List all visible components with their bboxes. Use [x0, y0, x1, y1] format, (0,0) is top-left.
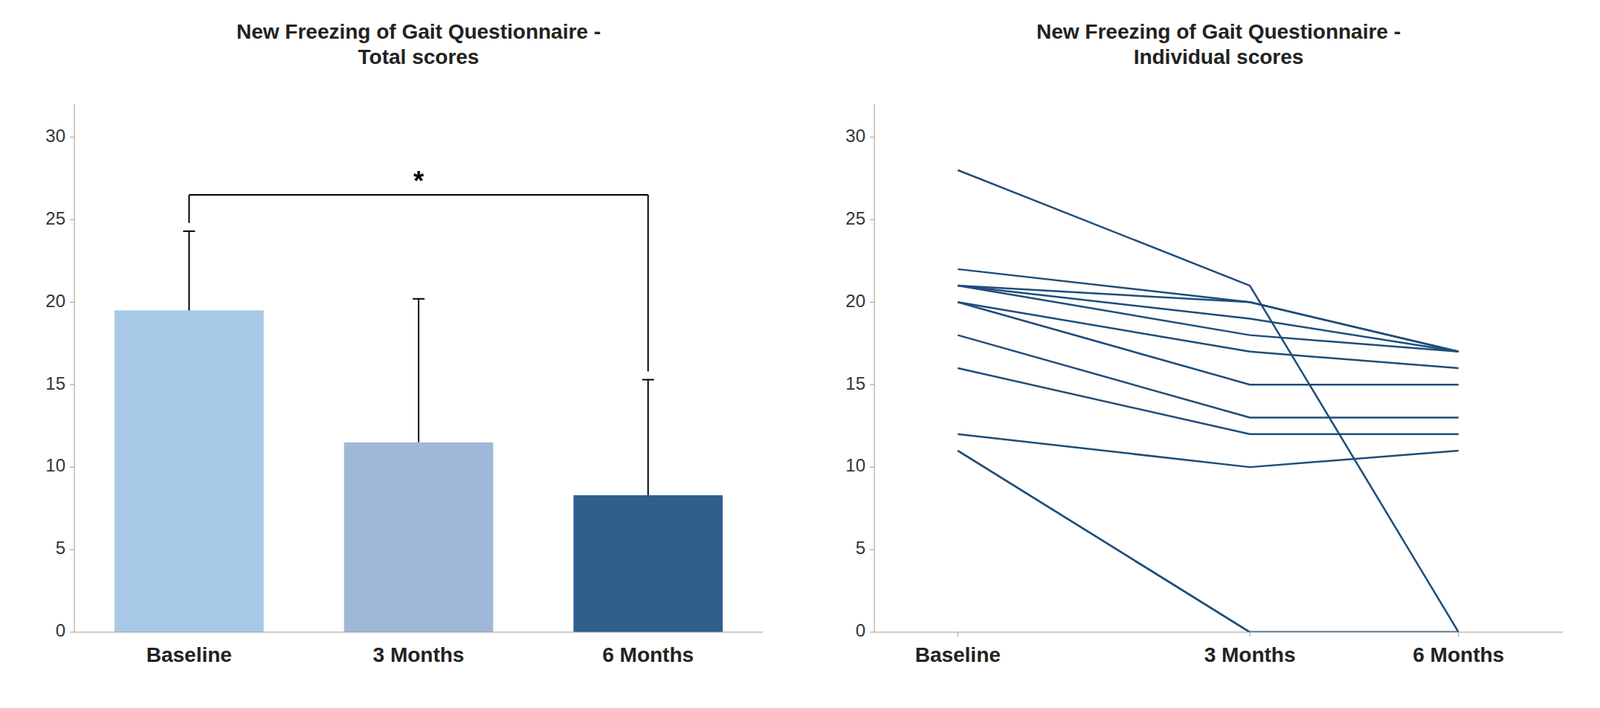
y-tick [869, 384, 875, 386]
y-tick-label: 0 [55, 620, 66, 641]
y-tick-label: 15 [45, 373, 66, 394]
bracket-right [647, 194, 650, 372]
title-line: New Freezing of Gait Questionnaire - [236, 20, 601, 44]
y-tick [69, 301, 75, 303]
plot-area [957, 170, 1458, 632]
y-tick-label: 25 [845, 208, 866, 229]
y-tick-label: 10 [845, 455, 866, 476]
x-tick [1457, 631, 1459, 637]
x-tick [1249, 631, 1251, 637]
individual-line [957, 434, 1458, 467]
significance-bracket: * [188, 165, 648, 372]
x-tick-label: Baseline [915, 643, 1001, 667]
error-cap [182, 230, 195, 232]
y-tick [69, 631, 75, 633]
individual-line [957, 285, 1458, 352]
y-tick-label: 20 [845, 290, 866, 311]
bracket-label: * [413, 165, 424, 197]
individual-line [957, 301, 1458, 369]
title-line: Individual scores [1133, 45, 1305, 69]
error-stem [417, 298, 420, 443]
x-axis: Baseline 3 Months 6 Months [74, 631, 763, 667]
error-cap [412, 298, 425, 300]
x-tick-label: 6 Months [1412, 643, 1505, 667]
x-axis-line [74, 631, 763, 633]
title: New Freezing of Gait Questionnaire -Indi… [1036, 20, 1401, 69]
plot-area [114, 231, 723, 632]
y-axis: 0 5 10 15 20 25 30 [845, 104, 875, 641]
individual-line [957, 170, 1458, 632]
title-line: New Freezing of Gait Questionnaire - [1036, 20, 1401, 44]
individual-line [957, 301, 1458, 385]
individual-line [957, 450, 1458, 632]
y-tick [69, 549, 75, 551]
x-tick [957, 631, 959, 637]
y-axis-line [74, 104, 76, 632]
y-tick-label: 5 [855, 537, 866, 558]
y-tick-label: 30 [45, 125, 66, 146]
x-tick-label: 3 Months [373, 643, 465, 667]
chart-panel: New Freezing of Gait Questionnaire -Tota… [45, 20, 763, 667]
y-tick [69, 219, 75, 221]
y-tick [869, 301, 875, 303]
bar [344, 442, 494, 632]
error-cap [642, 379, 655, 381]
y-tick-label: 25 [45, 208, 66, 229]
y-tick [869, 466, 875, 468]
y-tick-label: 30 [845, 125, 866, 146]
error-bar [412, 298, 425, 443]
y-tick [869, 219, 875, 221]
chart-panel: New Freezing of Gait Questionnaire -Indi… [845, 20, 1563, 667]
error-bar [182, 231, 195, 311]
x-tick-label: 6 Months [602, 643, 694, 667]
y-tick [69, 136, 75, 138]
y-tick [869, 549, 875, 551]
x-axis: Baseline 3 Months 6 Months [874, 631, 1563, 667]
error-bar [642, 379, 655, 496]
title: New Freezing of Gait Questionnaire -Tota… [236, 20, 601, 69]
individual-line [957, 285, 1458, 352]
bracket-left [188, 194, 190, 224]
bar [114, 310, 264, 632]
y-tick [869, 631, 875, 633]
individual-line [957, 335, 1458, 418]
x-axis-line [874, 631, 1563, 633]
chart-root: New Freezing of Gait Questionnaire -Tota… [0, 0, 1600, 708]
y-tick-label: 5 [55, 537, 66, 558]
y-tick-label: 20 [45, 290, 66, 311]
y-tick-label: 15 [845, 373, 866, 394]
error-stem [188, 231, 190, 311]
bar [573, 495, 723, 632]
y-tick-label: 0 [855, 620, 866, 641]
y-tick [69, 466, 75, 468]
y-axis-line [874, 104, 876, 632]
y-axis: 0 5 10 15 20 25 30 [45, 104, 75, 641]
y-tick [69, 384, 75, 386]
page: {"chart_data": [ {"type": "bar", "title"… [0, 0, 1600, 708]
individual-line [957, 269, 1458, 352]
individual-line [957, 285, 1458, 352]
individual-line [957, 450, 1458, 632]
individual-line [957, 368, 1458, 435]
x-tick-label: 3 Months [1204, 643, 1296, 667]
y-tick-label: 10 [45, 455, 66, 476]
error-stem [647, 379, 650, 496]
title-line: Total scores [358, 45, 480, 69]
y-tick [869, 136, 875, 138]
x-tick-label: Baseline [146, 643, 232, 667]
